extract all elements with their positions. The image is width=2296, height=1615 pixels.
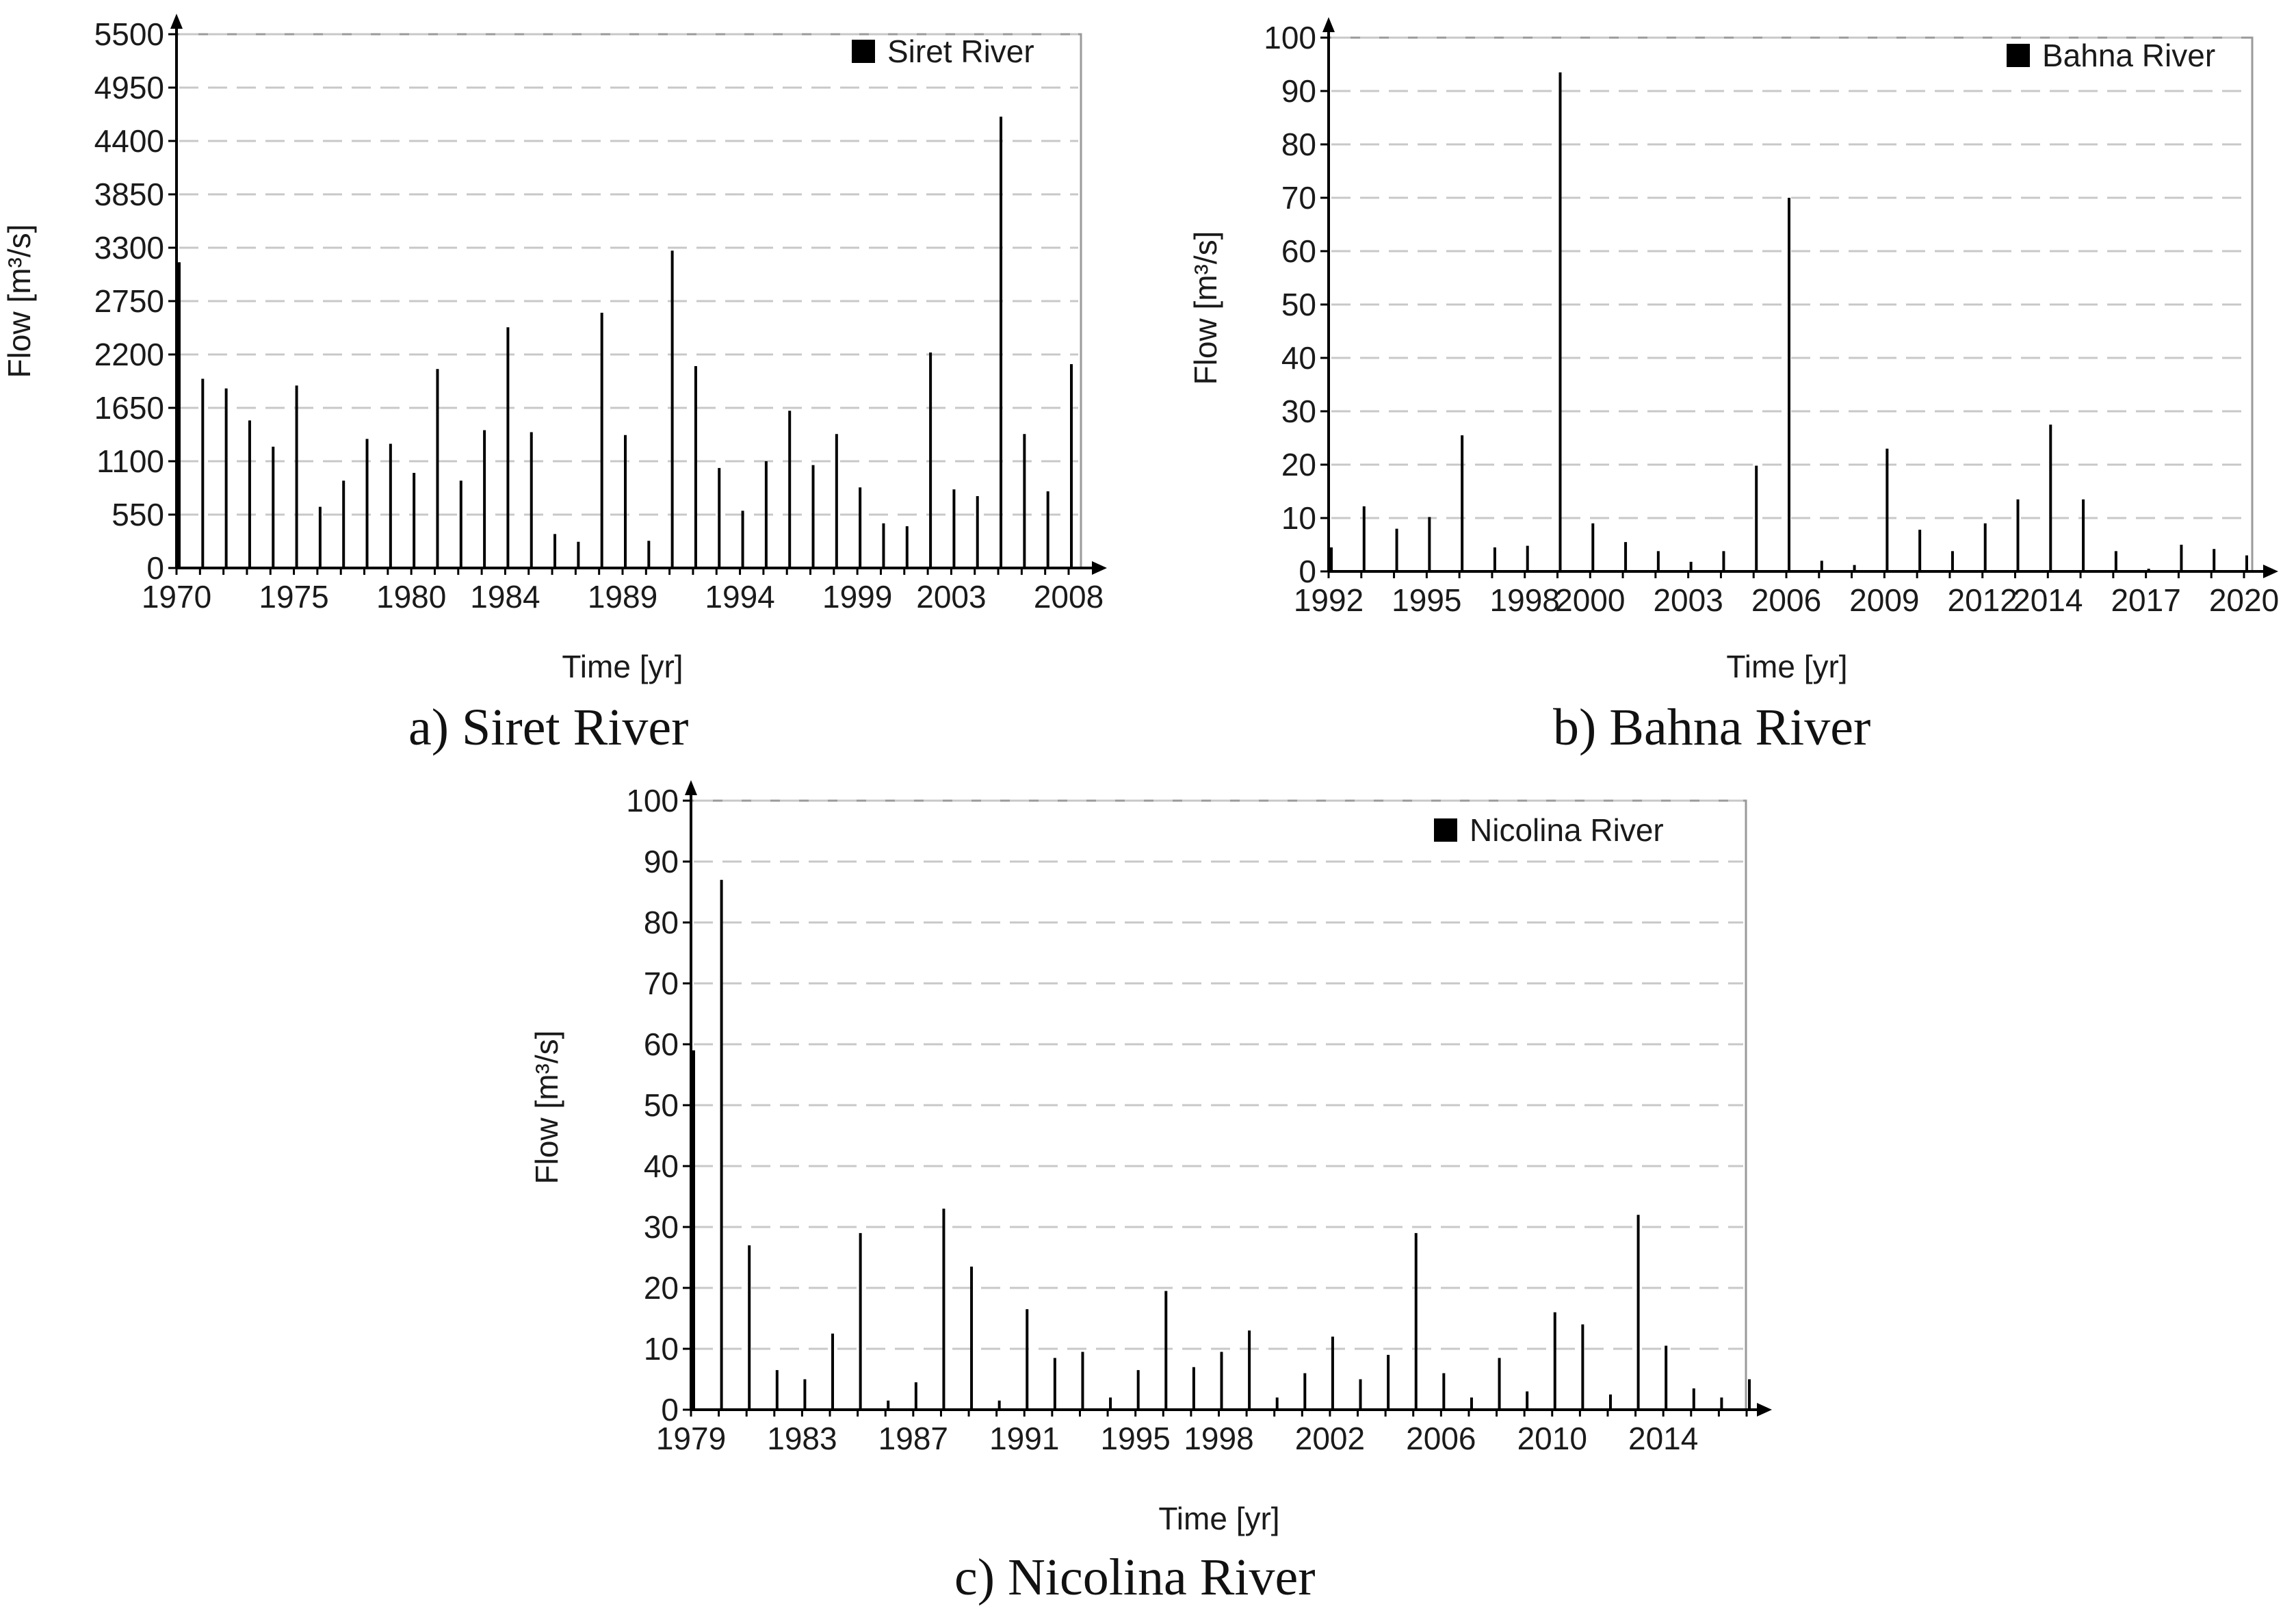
y-tick-label: 10 (644, 1331, 679, 1367)
x-tick-label: 1995 (1101, 1421, 1171, 1456)
x-tick-label: 2012 (1948, 582, 2018, 618)
x-tick-label: 1984 (470, 579, 540, 615)
y-tick-label: 0 (661, 1392, 679, 1427)
x-tick-label: 1998 (1184, 1421, 1253, 1456)
siret-river-chart-svg: 0 550 1100 1650 2200 2750 3300 3850 4400 4950 5500… (1, 14, 1107, 684)
x-tick-label: 2000 (1555, 582, 1625, 618)
x-tick-label: 1995 (1392, 582, 1461, 618)
y-tick-label: 2200 (94, 337, 164, 372)
y-axis-label: Flow [m³/s] (1, 224, 37, 378)
x-tick-label: 1975 (259, 579, 328, 615)
y-tick-label: 4950 (94, 70, 164, 105)
x-axis-arrow (2263, 565, 2278, 578)
x-tick-label: 1970 (142, 579, 211, 615)
y-tick-label: 50 (644, 1087, 679, 1123)
y-tick-label: 70 (1281, 180, 1316, 216)
y-tick-label: 3300 (94, 230, 164, 266)
caption-siret-river: a) Siret River (408, 699, 689, 756)
x-tick-label: 2006 (1751, 582, 1821, 618)
x-tick-label: 1991 (989, 1421, 1059, 1456)
x-tick-label: 1983 (767, 1421, 837, 1456)
x-tick-label: 2020 (2209, 582, 2279, 618)
y-tick-label: 10 (1281, 500, 1316, 536)
y-tick-label: 80 (644, 905, 679, 940)
x-tick-label: 1994 (705, 579, 774, 615)
y-axis-label: Flow [m³/s] (1188, 231, 1223, 385)
y-tick-label: 100 (626, 783, 679, 818)
y-tick-label: 0 (1299, 554, 1316, 589)
y-tick-label: 4400 (94, 123, 164, 159)
y-tick-label: 30 (644, 1209, 679, 1245)
y-tick-label: 3850 (94, 177, 164, 212)
y-tick-label: 40 (644, 1148, 679, 1184)
x-tick-label: 2017 (2111, 582, 2180, 618)
y-tick-label: 80 (1281, 127, 1316, 162)
x-axis-arrow (1092, 561, 1107, 575)
legend-swatch (852, 40, 875, 63)
y-tick-label: 40 (1281, 340, 1316, 376)
x-tick-label: 1998 (1490, 582, 1560, 618)
x-tick-label: 2014 (2013, 582, 2083, 618)
x-tick-label: 1980 (376, 579, 446, 615)
y-tick-label: 90 (1281, 73, 1316, 109)
nicolina-river-chart-svg: 0 10 20 30 40 50 60 70 80 90 100 1979 1983 1987 1991 19… (529, 780, 1772, 1536)
x-tick-label: 2014 (1628, 1421, 1698, 1456)
y-axis-arrow (685, 780, 697, 795)
y-tick-label: 550 (112, 497, 164, 532)
y-tick-label: 20 (644, 1270, 679, 1306)
y-tick-label: 5500 (94, 16, 164, 52)
x-tick-label: 2009 (1849, 582, 1919, 618)
x-tick-label: 1979 (656, 1421, 726, 1456)
y-tick-label: 0 (146, 550, 164, 586)
y-tick-label: 100 (1264, 20, 1316, 55)
y-tick-label: 1100 (96, 443, 164, 479)
x-axis-label: Time [yr] (1158, 1501, 1279, 1536)
x-tick-label: 1987 (878, 1421, 948, 1456)
y-axis-arrow (1322, 17, 1335, 32)
y-tick-label: 70 (644, 966, 679, 1001)
y-tick-label: 20 (1281, 447, 1316, 482)
y-tick-label: 1650 (94, 390, 164, 426)
x-tick-label: 1992 (1294, 582, 1364, 618)
y-tick-label: 2750 (94, 283, 164, 319)
y-axis-arrow (170, 14, 183, 29)
x-tick-label: 2002 (1295, 1421, 1365, 1456)
caption-nicolina-river: c) Nicolina River (954, 1549, 1316, 1606)
x-axis-label: Time [yr] (1726, 649, 1847, 684)
y-tick-label: 50 (1281, 287, 1316, 322)
x-tick-label: 2003 (1653, 582, 1723, 618)
legend-label: Nicolina River (1470, 812, 1664, 848)
y-axis-label: Flow [m³/s] (529, 1031, 564, 1185)
x-axis-arrow (1757, 1403, 1772, 1417)
x-tick-label: 2010 (1517, 1421, 1587, 1456)
x-tick-label: 2008 (1034, 579, 1104, 615)
x-tick-label: 2003 (916, 579, 986, 615)
y-tick-label: 60 (644, 1026, 679, 1062)
x-axis-label: Time [yr] (562, 649, 683, 684)
x-tick-label: 2006 (1406, 1421, 1476, 1456)
x-tick-label: 1989 (588, 579, 657, 615)
y-tick-label: 90 (644, 844, 679, 879)
legend-label: Bahna River (2042, 38, 2215, 73)
y-tick-label: 30 (1281, 393, 1316, 429)
legend-label: Siret River (887, 34, 1034, 69)
y-tick-label: 60 (1281, 233, 1316, 269)
x-tick-label: 1999 (822, 579, 892, 615)
legend-swatch (1434, 818, 1457, 842)
legend-swatch (2007, 44, 2030, 67)
caption-bahna-river: b) Bahna River (1553, 699, 1871, 756)
